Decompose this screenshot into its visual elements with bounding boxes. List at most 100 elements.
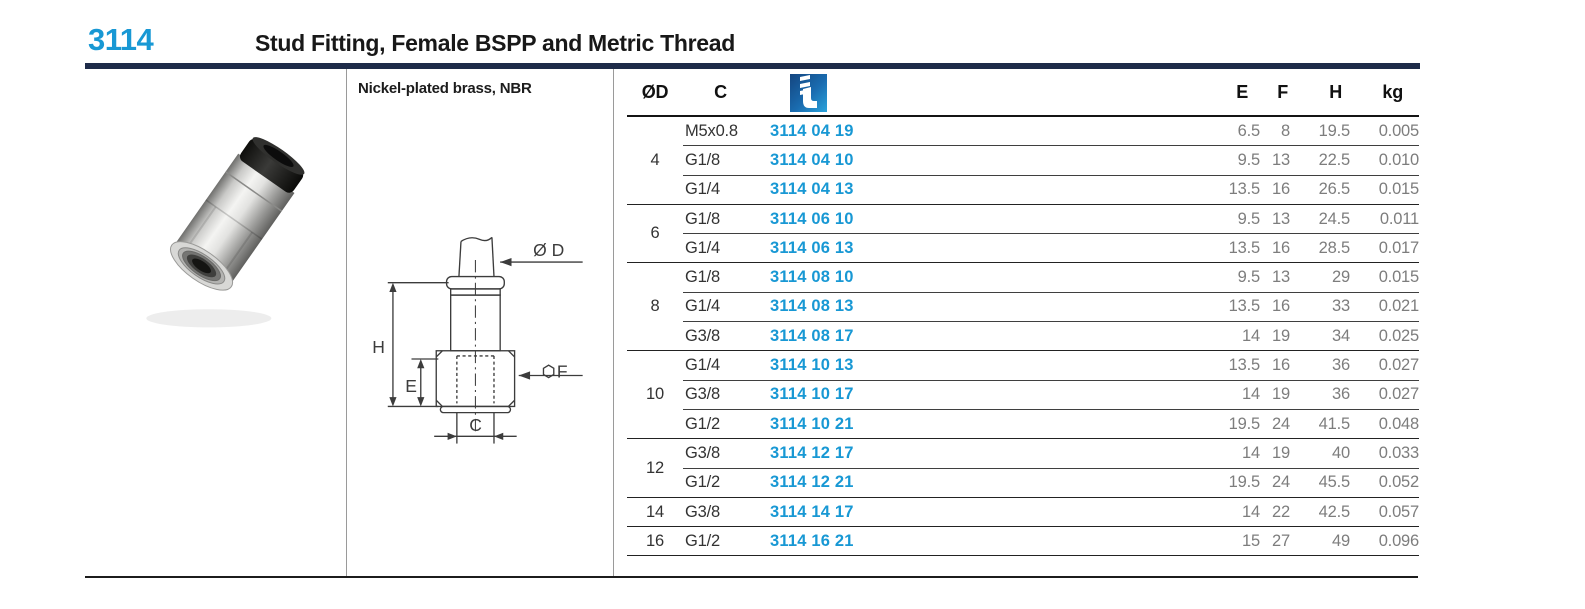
dim-h-value: 42.5 [1318,502,1351,521]
dim-f-value: 16 [1272,238,1290,257]
header-od: ØD [641,82,669,102]
dimension-drawing: Ø D F H E C [372,236,583,444]
size-group: 4 M5x0.8 3114 04 19 6.5 8 19.5 0.005 G1/… [627,117,1419,205]
fitting-photo-graphic [146,137,305,328]
hexagon-icon [542,364,555,379]
thread-size: G3/8 [685,326,720,345]
table-row: G3/8 3114 10 17 14 19 36 0.027 [683,379,1419,409]
weight-value: 0.011 [1379,209,1419,228]
dim-f-value: 24 [1272,473,1290,492]
weight-value: 0.096 [1378,531,1419,550]
dim-f-value: 19 [1272,443,1290,462]
size-group: 6 G1/8 3114 06 10 9.5 13 24.5 0.011 G1/4… [627,205,1419,264]
thread-size: G1/4 [685,238,720,257]
group-rows: G3/8 3114 12 17 14 19 40 0.033 G1/2 3114… [683,439,1419,497]
dim-f-value: 16 [1272,356,1290,375]
technical-drawing: Ø D F H E C [362,230,594,454]
table-row: G1/4 3114 10 13 13.5 16 36 0.027 [683,351,1419,379]
thread-size: G3/8 [685,385,720,404]
weight-value: 0.017 [1378,238,1419,257]
dim-e-label: E [405,376,417,396]
dim-h-value: 24.5 [1318,209,1351,228]
dim-h-value: 29 [1332,268,1350,287]
part-number: 3114 04 19 [770,121,854,140]
dim-h-value: 36 [1332,385,1350,404]
dim-e-value: 13.5 [1228,297,1261,316]
part-number: 3114 04 13 [770,180,854,199]
table-row: G3/8 3114 12 17 14 19 40 0.033 [683,439,1419,467]
weight-value: 0.048 [1378,414,1419,433]
part-number-icon [790,73,827,112]
thread-size: G1/8 [685,268,720,287]
header-code [758,73,1170,112]
dim-d-label: Ø D [533,240,564,260]
dim-e-value: 6.5 [1237,121,1261,140]
dim-e-value: 14 [1242,326,1260,345]
page-title: Stud Fitting, Female BSPP and Metric Thr… [255,30,735,56]
dim-c-label: C [469,415,482,435]
thread-size: M5x0.8 [685,121,738,140]
dim-h-label: H [372,337,385,357]
size-group: 14 G3/8 3114 14 17 14 22 42.5 0.057 [627,498,1419,528]
thread-size: G1/8 [685,209,720,228]
od-value: 8 [650,297,660,316]
dim-e-value: 14 [1242,385,1260,404]
weight-value: 0.057 [1378,502,1419,521]
dim-e-value: 9.5 [1237,209,1261,228]
od-value: 4 [650,150,660,169]
thread-size: G3/8 [685,502,720,521]
weight-value: 0.021 [1378,297,1419,316]
weight-value: 0.010 [1378,150,1419,169]
dim-f-value: 19 [1272,326,1290,345]
dim-h-value: 33 [1332,297,1350,316]
dim-h-value: 40 [1332,443,1350,462]
part-number: 3114 16 21 [770,531,854,550]
dim-f-value: 27 [1272,531,1290,550]
size-group: 10 G1/4 3114 10 13 13.5 16 36 0.027 G3/8… [627,351,1419,440]
table-row: G1/8 3114 04 10 9.5 13 22.5 0.010 [683,145,1419,174]
size-group: 16 G1/2 3114 16 21 15 27 49 0.096 [627,527,1419,557]
part-number: 3114 10 21 [770,414,854,433]
dim-f-value: 13 [1272,209,1290,228]
part-number: 3114 12 21 [770,473,854,492]
part-number: 3114 14 17 [770,502,854,521]
dim-e-value: 9.5 [1237,150,1261,169]
material-note: Nickel-plated brass, NBR [358,80,532,97]
table-row: G1/8 3114 08 10 9.5 13 29 0.015 [683,263,1419,291]
dim-e-value: 13.5 [1228,238,1261,257]
dim-e-value: 19.5 [1228,414,1261,433]
dim-e-value: 19.5 [1228,473,1261,492]
column-divider [346,69,347,578]
part-number: 3114 10 17 [770,385,854,404]
thread-size: G1/4 [685,180,720,199]
size-group: 8 G1/8 3114 08 10 9.5 13 29 0.015 G1/4 3… [627,263,1419,352]
weight-value: 0.027 [1378,356,1419,375]
weight-value: 0.005 [1378,121,1419,140]
thread-size: G1/2 [685,473,720,492]
header-f: F [1277,82,1288,102]
group-rows: G1/8 3114 06 10 9.5 13 24.5 0.011 G1/4 3… [683,205,1419,263]
dim-f-value: 22 [1272,502,1290,521]
group-rows: G1/8 3114 08 10 9.5 13 29 0.015 G1/4 311… [683,263,1419,350]
part-number: 3114 08 10 [770,268,854,287]
dim-h-value: 49 [1332,531,1350,550]
thread-size: G1/2 [685,531,720,550]
dimension-table: ØD C [627,70,1419,557]
od-value: 14 [646,502,664,521]
table-row: G1/4 3114 04 13 13.5 16 26.5 0.015 [683,174,1419,204]
dim-e-value: 14 [1242,443,1260,462]
dim-h-value: 19.5 [1318,121,1351,140]
series-number: 3114 [88,22,154,57]
dim-f-value: 24 [1272,414,1290,433]
group-rows: G1/4 3114 10 13 13.5 16 36 0.027 G3/8 31… [683,351,1419,438]
dim-e-value: 15 [1242,531,1260,550]
dim-e-value: 9.5 [1237,268,1261,287]
table-row: G3/8 3114 14 17 14 22 42.5 0.057 [683,498,1419,526]
table-row: G1/2 3114 16 21 15 27 49 0.096 [683,527,1419,555]
group-rows: G3/8 3114 14 17 14 22 42.5 0.057 [683,498,1419,526]
column-divider [613,69,614,578]
dim-f-value: 16 [1272,180,1290,199]
dim-f-value: 16 [1272,297,1290,316]
part-number: 3114 10 13 [770,356,854,375]
part-number: 3114 08 17 [770,326,854,345]
